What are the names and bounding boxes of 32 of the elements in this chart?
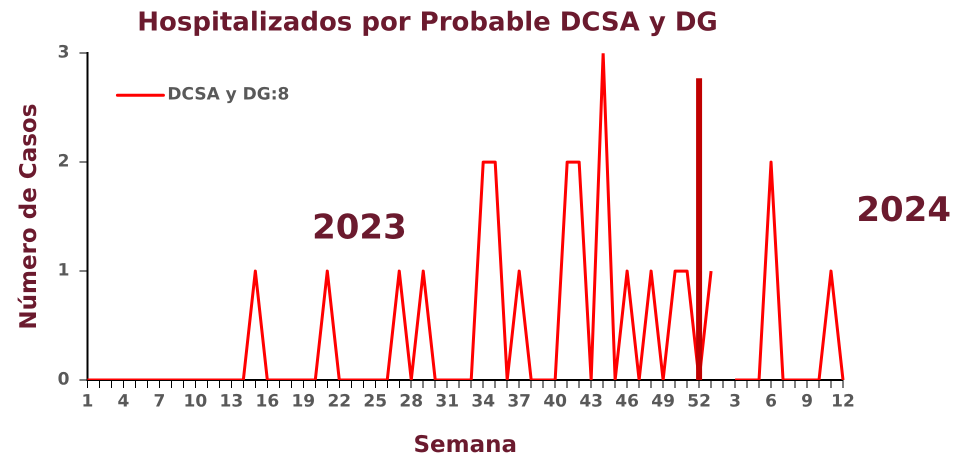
x-tick-label: 13 xyxy=(220,392,244,412)
x-tick-label: 49 xyxy=(651,392,675,412)
x-tick-label: 46 xyxy=(615,392,639,412)
text: 2024 xyxy=(856,190,951,230)
y-tick-label: 1 xyxy=(58,260,70,280)
x-tick-label: 16 xyxy=(255,392,280,412)
x-tick-label: 9 xyxy=(801,392,813,412)
x-tick-label: 25 xyxy=(363,392,388,412)
x-tick-label: 43 xyxy=(579,392,603,412)
x-tick-label: 3 xyxy=(729,392,741,412)
x-tick-label: 40 xyxy=(543,392,568,412)
chart-title: Hospitalizados por Probable DCSA y DG xyxy=(137,7,718,38)
y-tick-label: 3 xyxy=(58,42,70,63)
x-tick-label: 4 xyxy=(117,392,130,412)
x-tick-label: 12 xyxy=(831,392,855,412)
x-tick-label: 28 xyxy=(399,392,424,412)
y-tick-label: 0 xyxy=(58,369,70,390)
x-tick-label: 22 xyxy=(327,392,352,412)
x-tick-label: 37 xyxy=(507,392,532,412)
x-tick-label: 10 xyxy=(184,392,208,412)
x-tick-label: 52 xyxy=(687,392,711,412)
x-tick-label: 1 xyxy=(82,392,94,412)
x-tick-label: 7 xyxy=(153,392,166,412)
x-axis-title: Semana xyxy=(413,432,517,458)
legend-label: DCSA y DG:8 xyxy=(167,84,290,105)
x-tick-label: 31 xyxy=(435,392,460,412)
annotation: 2023 xyxy=(312,208,407,248)
x-tick-label: 19 xyxy=(291,392,316,412)
y-tick-label: 2 xyxy=(58,152,70,172)
y-axis-title: Número de Casos xyxy=(16,104,42,330)
x-tick-label: 34 xyxy=(471,392,496,412)
x-tick-label: 6 xyxy=(765,392,777,412)
